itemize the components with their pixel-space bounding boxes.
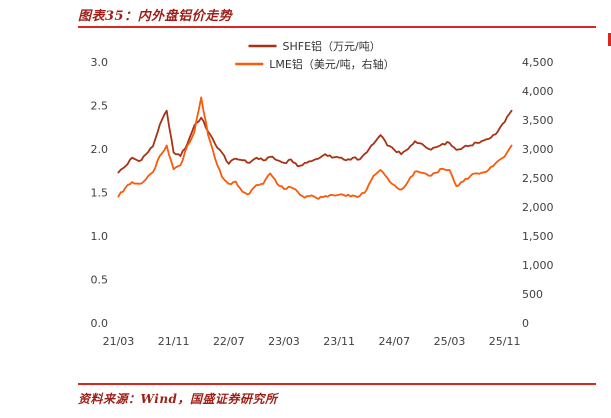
x-axis-tick: 21/03 — [103, 335, 135, 348]
legend-item: LME铝（美元/吨，右轴） — [235, 57, 395, 71]
left-axis-tick: 1.5 — [91, 187, 109, 200]
series-line-shfe — [117, 109, 513, 174]
x-axis-tick: 23/11 — [323, 335, 355, 348]
x-axis-tick: 25/03 — [434, 335, 466, 348]
x-axis-tick: 22/07 — [213, 335, 245, 348]
right-axis-tick: 0 — [522, 317, 529, 330]
right-axis-tick: 1,500 — [522, 230, 554, 243]
left-axis-tick: 1.0 — [91, 230, 109, 243]
right-axis-tick: 4,500 — [522, 56, 554, 69]
figure-title: 图表35：内外盘铝价走势 — [78, 9, 233, 24]
bottom-divider — [78, 383, 596, 385]
right-axis-tick: 3,000 — [522, 143, 554, 156]
legend-label: LME铝（美元/吨，右轴） — [269, 57, 394, 71]
x-axis-tick: 23/03 — [268, 335, 300, 348]
series-line-lme — [117, 96, 513, 200]
right-axis-tick: 4,000 — [522, 85, 554, 98]
right-axis-tick: 3,500 — [522, 114, 554, 127]
top-divider — [78, 26, 596, 28]
x-axis-tick: 21/11 — [158, 335, 190, 348]
legend-item: SHFE铝（万元/吨） — [248, 39, 381, 53]
x-axis-tick: 24/07 — [378, 335, 410, 348]
right-axis-tick: 500 — [522, 288, 543, 301]
figure-source: 资料来源：Wind，国盛证券研究所 — [78, 392, 278, 406]
x-axis-tick: 25/11 — [489, 335, 521, 348]
adjacent-column-rule — [608, 33, 611, 46]
left-axis-tick: 0.0 — [91, 317, 109, 330]
left-axis-tick: 2.5 — [91, 100, 109, 113]
left-axis-tick: 0.5 — [91, 274, 109, 287]
legend-label: SHFE铝（万元/吨） — [283, 39, 381, 53]
right-axis-tick: 1,000 — [522, 259, 554, 272]
right-axis-tick: 2,500 — [522, 172, 554, 185]
left-axis-tick: 2.0 — [91, 143, 109, 156]
left-axis-tick: 3.0 — [91, 56, 109, 69]
aluminum-price-line-chart: 3.0 2.5 2.0 1.5 1.0 0.5 0.0 4,500 4,000 3,500 3,00… — [91, 39, 554, 348]
right-axis-tick: 2,000 — [522, 201, 554, 214]
